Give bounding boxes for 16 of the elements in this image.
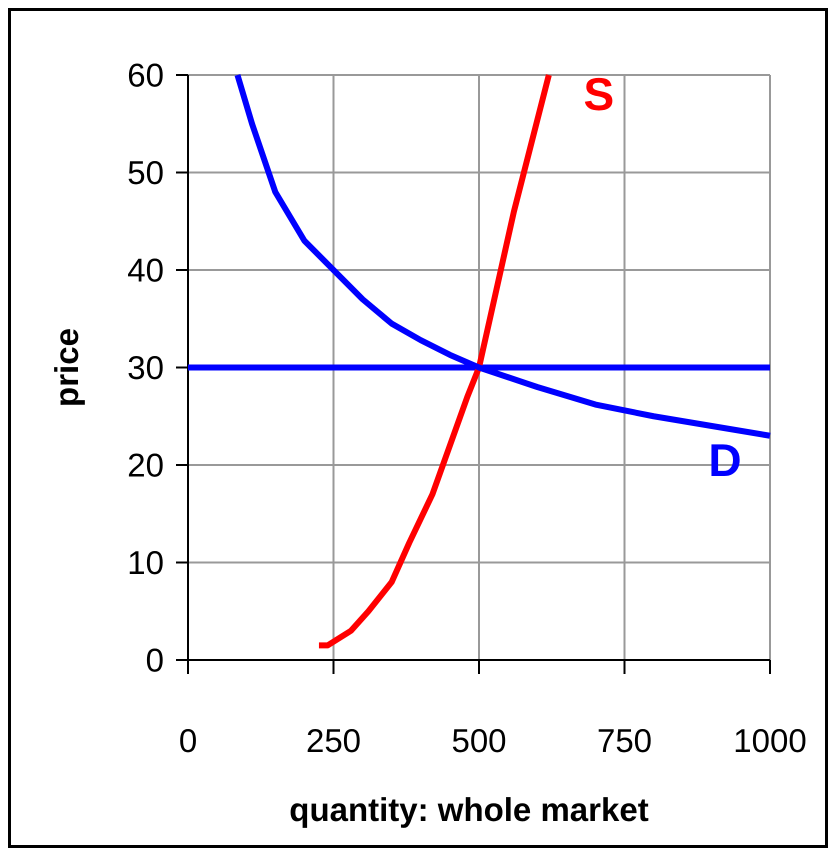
- series-label: D: [708, 434, 742, 486]
- x-axis-title: quantity: whole market: [289, 791, 649, 828]
- y-tick-label: 20: [127, 446, 164, 484]
- y-tick-label: 60: [127, 56, 164, 94]
- y-axis-title: price: [48, 328, 85, 407]
- x-tick-label: 1000: [733, 722, 807, 759]
- y-tick-label: 30: [127, 349, 164, 386]
- y-tick-label: 40: [127, 252, 164, 289]
- x-tick-label: 750: [596, 722, 652, 759]
- y-tick-label: 10: [127, 544, 164, 582]
- x-tick-label: 250: [306, 722, 362, 759]
- x-tick-label: 0: [178, 722, 198, 759]
- y-tick-label: 0: [146, 642, 164, 679]
- y-tick-label: 50: [127, 154, 164, 192]
- x-tick-label: 500: [451, 722, 507, 759]
- series-label: S: [583, 68, 614, 120]
